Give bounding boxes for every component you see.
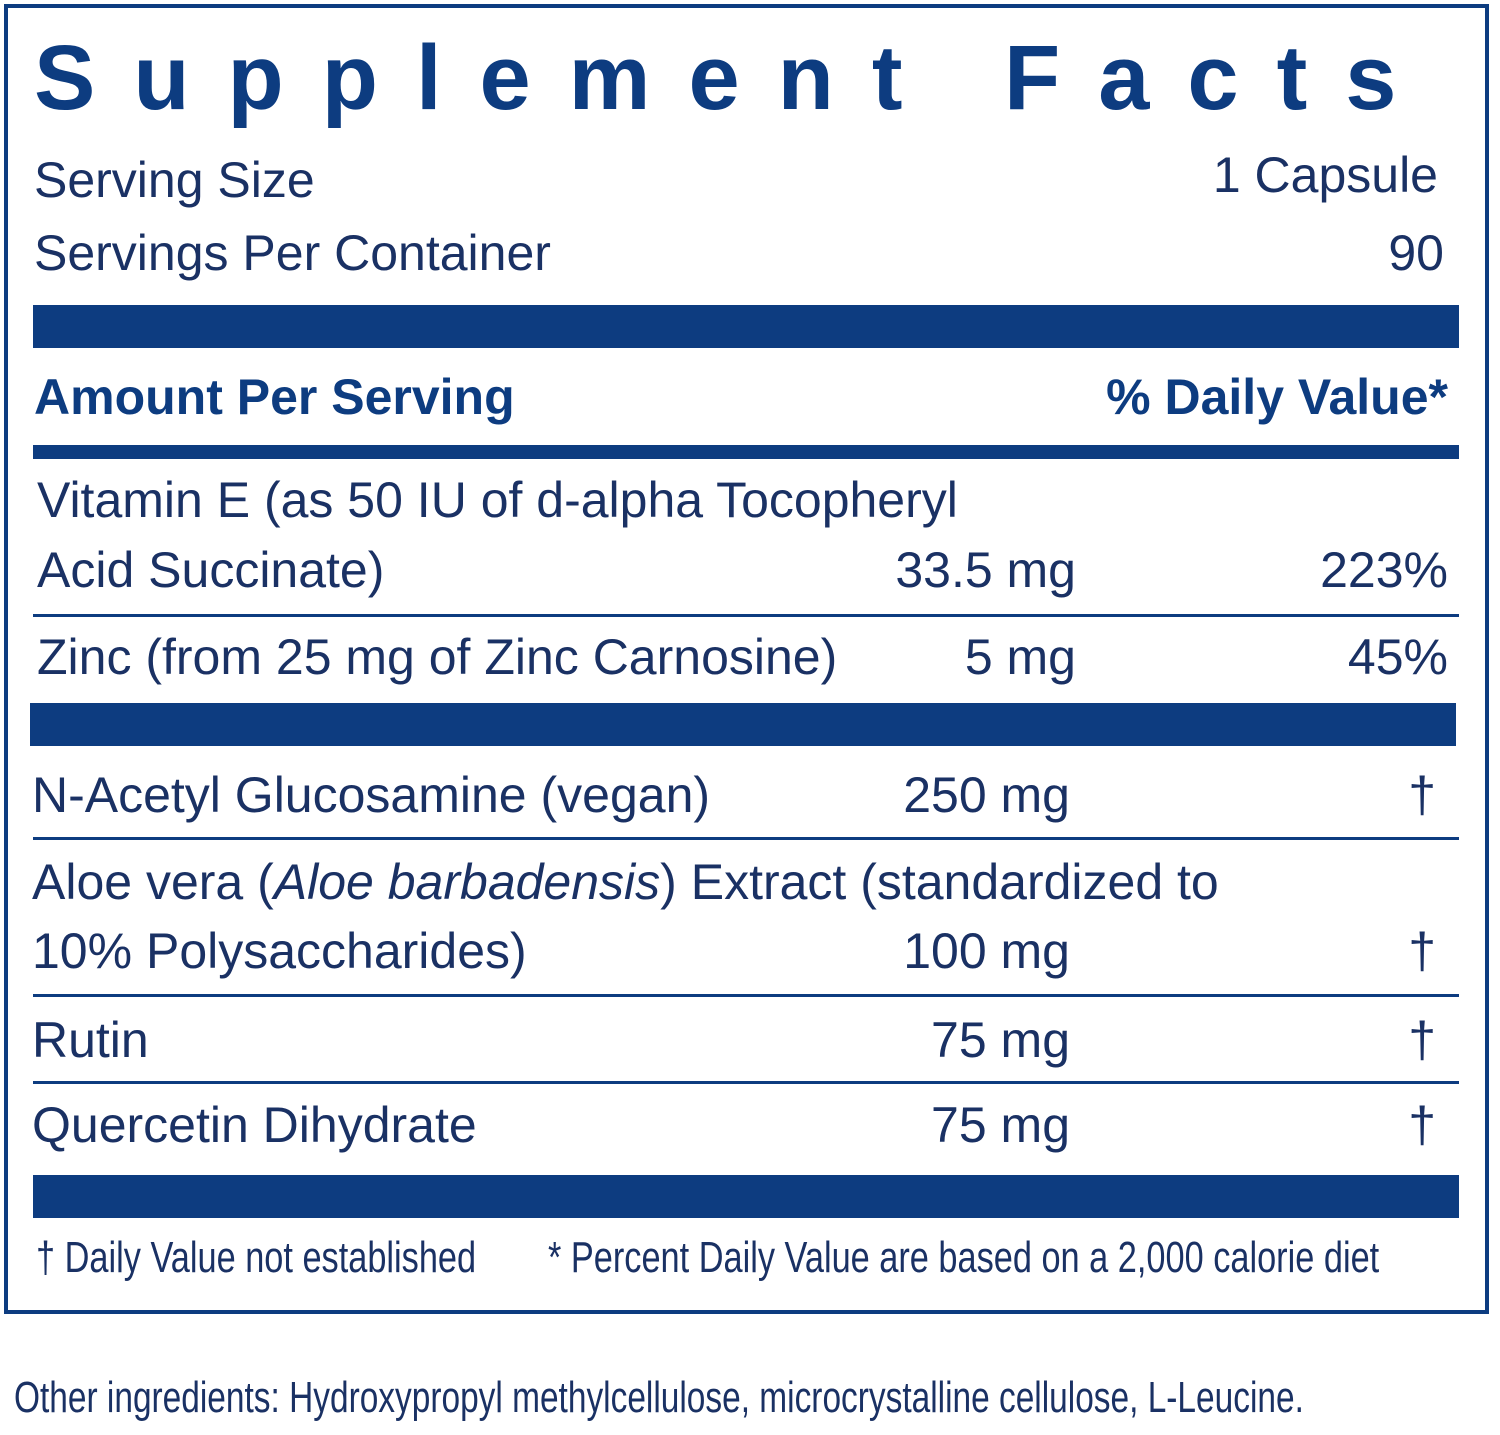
ingredient-name: Quercetin Dihydrate (32, 1097, 477, 1153)
ingredient-name: N-Acetyl Glucosamine (vegan) (32, 767, 711, 823)
row-rule (33, 994, 1459, 997)
daily-value: 45% (1347, 629, 1448, 685)
serving-size-label: Serving Size (34, 152, 315, 208)
amount: 33.5 mg (895, 542, 1076, 598)
ingredient-name: Zinc (from 25 mg of Zinc Carnosine) (37, 629, 838, 685)
amount: 5 mg (964, 629, 1076, 685)
column-header: Amount Per Serving (34, 369, 515, 425)
name-part: ) Extract (standardized to (660, 854, 1219, 910)
daily-value: † (1408, 767, 1436, 823)
ingredient-name: Rutin (32, 1012, 149, 1068)
ingredient-name: Vitamin E (as 50 IU of d-alpha Tocophery… (37, 472, 958, 528)
footnote: † Daily Value not established (36, 1236, 600, 1280)
ingredient-name: Acid Succinate) (37, 542, 385, 598)
thick-bar (33, 1175, 1459, 1218)
amount: 100 mg (903, 923, 1070, 979)
ingredient-name: Aloe vera (Aloe barbadensis) Extract (st… (32, 857, 1219, 907)
daily-value: † (1408, 1097, 1436, 1153)
thick-bar (33, 305, 1459, 348)
daily-value: 223% (1320, 542, 1448, 598)
thick-bar (30, 703, 1456, 746)
title: Supplement Facts (34, 27, 1435, 129)
column-header: % Daily Value* (1106, 369, 1448, 425)
footnote: * Percent Daily Value are based on a 2,0… (548, 1236, 1500, 1280)
amount: 250 mg (903, 767, 1070, 823)
amount: 75 mg (931, 1012, 1070, 1068)
label-border (4, 4, 1489, 1314)
amount: 75 mg (931, 1097, 1070, 1153)
row-rule (33, 614, 1459, 617)
daily-value: † (1408, 1012, 1436, 1068)
ingredient-name: 10% Polysaccharides) (32, 923, 527, 979)
row-rule (33, 1081, 1459, 1084)
servings: 90 (1388, 225, 1444, 281)
footnote-text: * Percent Daily Value are based on a 2,0… (548, 1233, 1380, 1282)
other-ingredients-text: Other ingredients: Hydroxypropyl methylc… (14, 1373, 1304, 1422)
other-ingredients: Other ingredients: Hydroxypropyl methylc… (14, 1376, 1500, 1420)
footnote-text: † Daily Value not established (36, 1233, 477, 1282)
row-rule (33, 837, 1459, 840)
serving-size: 1 Capsule (1212, 147, 1438, 203)
name-part-italic: Aloe barbadensis (273, 854, 661, 910)
medium-bar (33, 445, 1459, 459)
daily-value: † (1408, 923, 1436, 979)
servings-label: Servings Per Container (34, 225, 551, 281)
name-part: Aloe vera ( (32, 854, 274, 910)
